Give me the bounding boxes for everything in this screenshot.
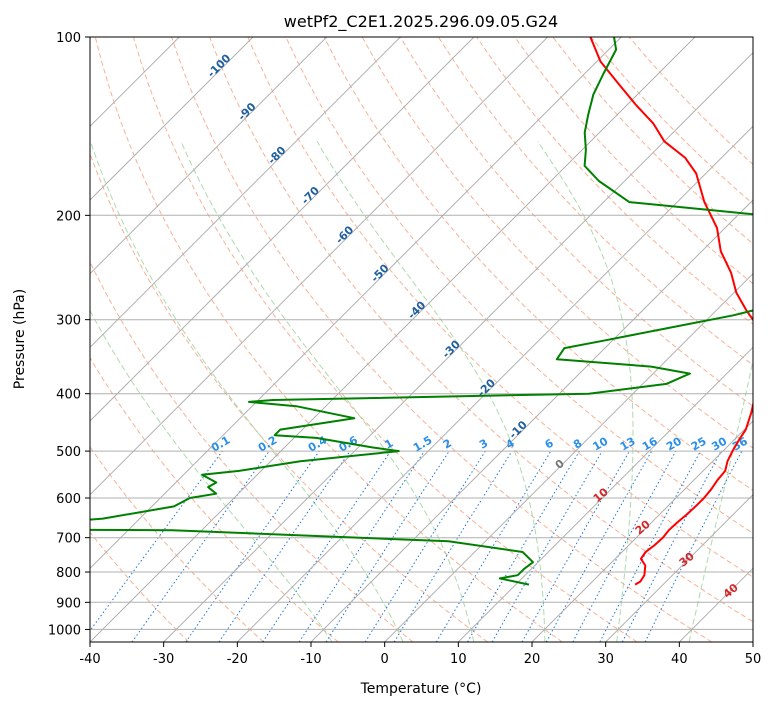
mixing-ratio-line xyxy=(262,450,392,642)
mixing-ratio-line xyxy=(545,450,653,642)
dry-adiabat-line xyxy=(90,531,190,642)
dry-adiabat-line xyxy=(132,37,638,642)
x-tick-label: 20 xyxy=(524,652,541,667)
isotherm-line xyxy=(90,37,622,570)
mixing-ratio-line xyxy=(644,450,743,642)
isotherm-line xyxy=(90,37,401,349)
mixing-ratio-line xyxy=(325,450,450,642)
x-tick-label: 50 xyxy=(745,652,762,667)
y-tick-label: 700 xyxy=(56,532,81,547)
dry-adiabat-line xyxy=(90,446,264,642)
dry-adiabat-line xyxy=(90,152,488,642)
isotherm-line xyxy=(163,51,753,642)
isotherm-line xyxy=(90,37,475,422)
y-tick-label: 900 xyxy=(56,596,81,611)
x-tick-label: 0 xyxy=(381,652,389,667)
dry-adiabat-line xyxy=(171,37,712,642)
isotherm-line xyxy=(531,420,753,642)
temperature-profile-line xyxy=(589,37,753,586)
dry-adiabat-line xyxy=(285,37,753,535)
y-tick-label: 500 xyxy=(56,445,81,460)
x-tick-label: -10 xyxy=(300,652,321,667)
x-tick-label: -40 xyxy=(79,652,100,667)
mixing-ratio-line xyxy=(131,450,270,642)
mixing-ratio-line xyxy=(218,450,351,642)
isotherm-line xyxy=(90,37,328,275)
dewpoint-profile-line xyxy=(90,37,753,586)
isotherm-line xyxy=(457,346,753,642)
dry-adiabat-line xyxy=(514,37,753,285)
y-tick-label: 300 xyxy=(56,314,81,329)
x-axis-label: Temperature (°C) xyxy=(360,681,482,697)
mixing-ratio-line xyxy=(298,450,425,642)
x-tick-label: 40 xyxy=(671,652,688,667)
mixing-ratio-line xyxy=(90,450,223,632)
y-tick-label: 600 xyxy=(56,492,81,507)
x-tick-label: 30 xyxy=(597,652,614,667)
isotherm-line xyxy=(90,37,254,201)
isotherm-line xyxy=(605,493,753,642)
y-tick-label: 200 xyxy=(56,209,81,224)
mixing-ratio-line xyxy=(393,450,513,642)
dry-adiabat-line xyxy=(323,37,753,491)
y-axis-label: Pressure (hPa) xyxy=(12,289,28,389)
dry-adiabat-line xyxy=(209,37,753,623)
y-tick-label: 1000 xyxy=(48,623,81,638)
dry-adiabat-line xyxy=(399,37,753,407)
dry-adiabat-line xyxy=(361,37,753,449)
plot-frame xyxy=(89,36,754,643)
isotherm-line xyxy=(90,37,696,642)
y-tick-label: 800 xyxy=(56,566,81,581)
mixing-ratio-line xyxy=(572,450,677,642)
isotherm-line xyxy=(90,37,549,496)
mixing-ratio-line xyxy=(185,450,320,642)
dry-adiabat-line xyxy=(247,37,753,578)
isotherm-line xyxy=(236,125,753,642)
dry-adiabat-line xyxy=(437,37,753,366)
y-tick-label: 400 xyxy=(56,388,81,403)
dry-adiabat-line xyxy=(94,37,563,642)
x-tick-label: -30 xyxy=(153,652,174,667)
mixing-ratio-line xyxy=(521,450,630,642)
y-tick-label: 100 xyxy=(56,31,81,46)
x-tick-label: -20 xyxy=(227,652,248,667)
x-tick-label: 10 xyxy=(450,652,467,667)
dry-adiabat-line xyxy=(90,356,339,642)
isotherm-line xyxy=(384,272,753,642)
chart-title: wetPf2_C2E1.2025.296.09.05.G24 xyxy=(284,12,558,32)
